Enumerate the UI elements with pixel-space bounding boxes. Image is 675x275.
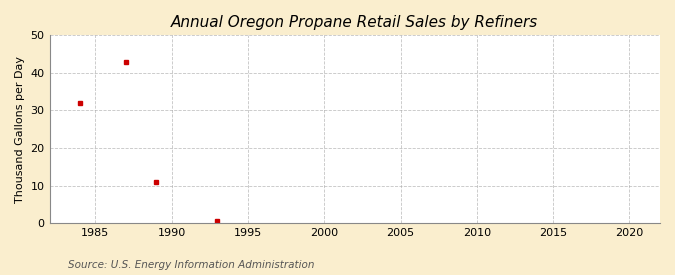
Text: Source: U.S. Energy Information Administration: Source: U.S. Energy Information Administ… <box>68 260 314 270</box>
Y-axis label: Thousand Gallons per Day: Thousand Gallons per Day <box>15 56 25 203</box>
Title: Annual Oregon Propane Retail Sales by Refiners: Annual Oregon Propane Retail Sales by Re… <box>171 15 539 30</box>
